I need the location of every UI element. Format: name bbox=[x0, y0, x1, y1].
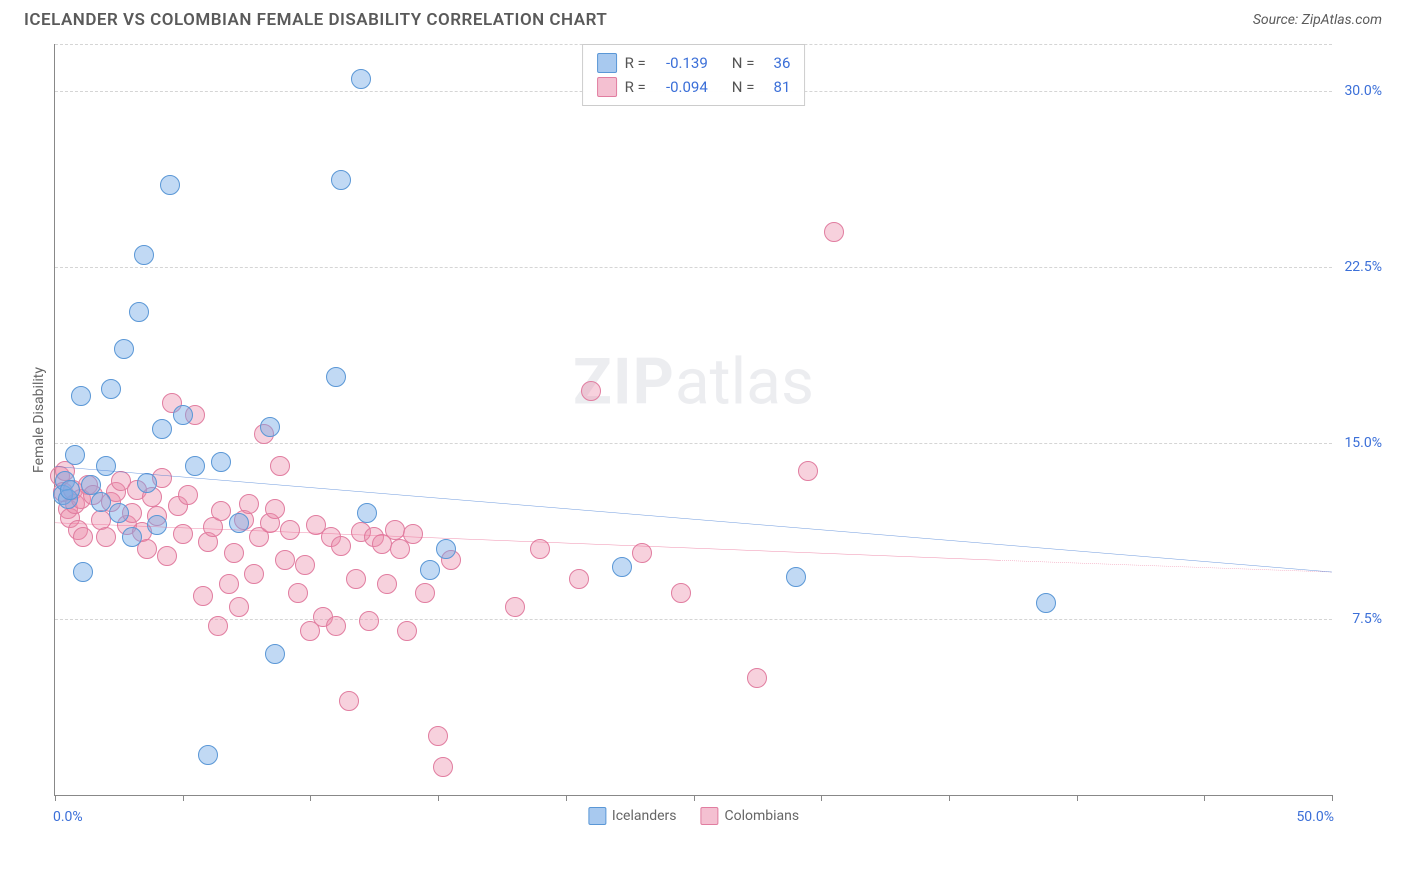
y-axis-title: Female Disability bbox=[31, 367, 47, 473]
stats-r-label: R = bbox=[625, 51, 646, 75]
trend-line bbox=[55, 523, 1000, 561]
x-tick bbox=[1332, 795, 1333, 801]
stats-row-icelanders: R = -0.139 N = 36 bbox=[597, 51, 791, 75]
stats-swatch-icon bbox=[597, 53, 617, 73]
stats-swatch-icon bbox=[597, 77, 617, 97]
chart-container: ZIPatlas Female Disability IcelandersCol… bbox=[24, 36, 1382, 846]
stats-n-value: 36 bbox=[762, 51, 790, 75]
x-tick bbox=[566, 795, 567, 801]
stats-n-label: N = bbox=[732, 75, 755, 99]
legend-label: Icelanders bbox=[612, 808, 677, 824]
legend-swatch-icon bbox=[588, 807, 606, 825]
chart-source: Source: ZipAtlas.com bbox=[1253, 12, 1382, 28]
x-min-label: 0.0% bbox=[53, 809, 83, 825]
series-legend: Icelanders Colombians bbox=[588, 807, 799, 825]
legend-label: Colombians bbox=[725, 808, 800, 824]
x-tick bbox=[949, 795, 950, 801]
stats-r-label: R = bbox=[625, 75, 646, 99]
stats-n-value: 81 bbox=[762, 75, 790, 99]
x-tick bbox=[310, 795, 311, 801]
stats-row-colombians: R = -0.094 N = 81 bbox=[597, 75, 791, 99]
x-tick bbox=[438, 795, 439, 801]
y-tick-label: 30.0% bbox=[1336, 83, 1382, 99]
x-tick bbox=[55, 795, 56, 801]
stats-r-value: -0.094 bbox=[654, 75, 708, 99]
stats-legend-box: R = -0.139 N = 36 R = -0.094 N = 81 bbox=[582, 44, 806, 106]
trend-line bbox=[1000, 560, 1332, 572]
y-tick-label: 15.0% bbox=[1336, 435, 1382, 451]
x-tick bbox=[1204, 795, 1205, 801]
legend-item-colombians: Colombians bbox=[701, 807, 800, 825]
legend-swatch-icon bbox=[701, 807, 719, 825]
stats-n-label: N = bbox=[732, 51, 755, 75]
chart-header: ICELANDER VS COLOMBIAN FEMALE DISABILITY… bbox=[0, 0, 1406, 36]
legend-item-icelanders: Icelanders bbox=[588, 807, 677, 825]
x-tick bbox=[183, 795, 184, 801]
x-tick bbox=[821, 795, 822, 801]
chart-title: ICELANDER VS COLOMBIAN FEMALE DISABILITY… bbox=[24, 10, 607, 30]
trend-lines bbox=[55, 44, 1332, 795]
plot-area: ZIPatlas Female Disability IcelandersCol… bbox=[54, 44, 1332, 796]
x-max-label: 50.0% bbox=[1296, 809, 1334, 825]
trend-line bbox=[55, 466, 1332, 572]
stats-r-value: -0.139 bbox=[654, 51, 708, 75]
x-tick bbox=[1077, 795, 1078, 801]
x-tick bbox=[694, 795, 695, 801]
y-tick-label: 22.5% bbox=[1336, 259, 1382, 275]
y-tick-label: 7.5% bbox=[1336, 611, 1382, 627]
